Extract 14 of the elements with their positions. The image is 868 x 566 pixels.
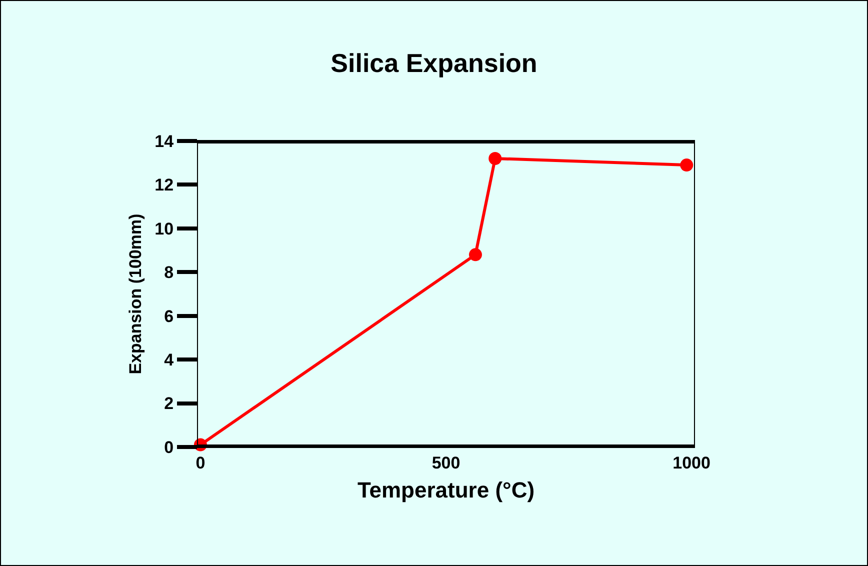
y-tick-label: 2 <box>164 394 174 414</box>
x-axis-title: Temperature (°C) <box>357 477 535 502</box>
x-tick-label: 0 <box>196 453 206 472</box>
x-tick-label: 1000 <box>672 453 710 472</box>
y-tick-label: 10 <box>154 219 174 238</box>
chart-title: Silica Expansion <box>330 48 538 78</box>
y-tick-label: 6 <box>164 306 174 326</box>
y-tick-label: 8 <box>164 263 174 282</box>
y-tick-label: 14 <box>154 132 174 151</box>
y-tick-label: 4 <box>164 350 174 370</box>
y-tick-label: 12 <box>154 176 174 195</box>
y-tick-label: 0 <box>164 438 174 457</box>
y-axis-title: Expansion (100mm) <box>126 214 146 374</box>
x-tick-label: 500 <box>432 453 460 472</box>
